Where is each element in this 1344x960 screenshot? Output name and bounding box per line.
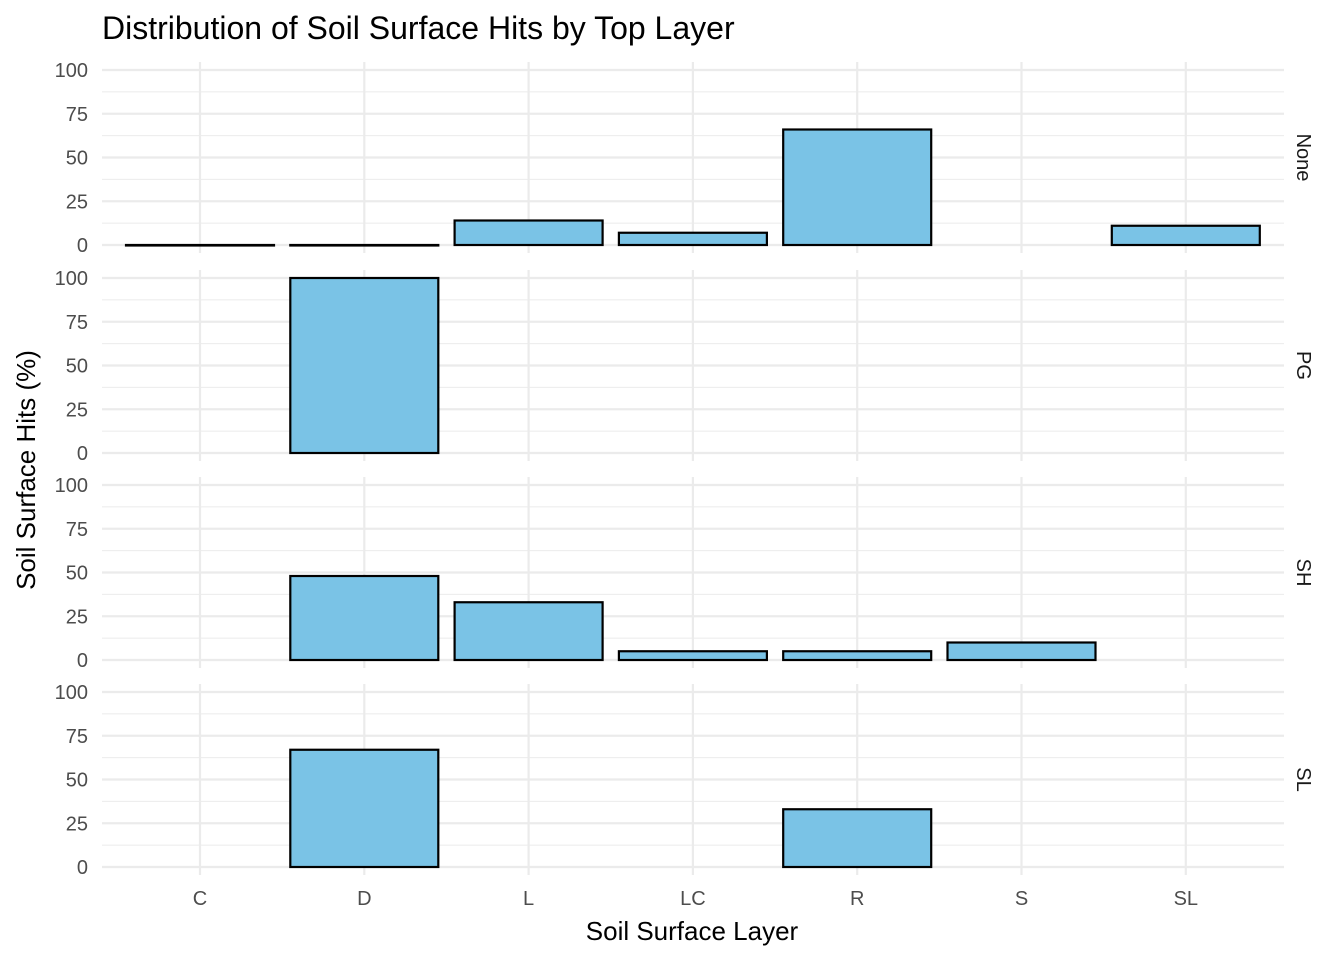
facet-strip-label: None [1292, 134, 1314, 182]
bar-sh-s [946, 641, 1097, 662]
x-tick-label: C [193, 888, 207, 910]
bar-none-l [453, 219, 604, 247]
y-tick-label: 75 [66, 519, 88, 541]
y-tick-label: 100 [55, 60, 88, 82]
facet-panel-none: 0 25 50 75 100 None [55, 60, 1314, 257]
y-tick-label: 0 [77, 650, 88, 672]
bar-none-d [289, 243, 440, 247]
chart-panels: 0 25 50 75 100 None 0 25 50 75 100 PG 0 25 50 75 100 SH 0 2… [55, 60, 1314, 879]
x-tick-label: SL [1174, 888, 1198, 910]
y-tick-label: 0 [77, 857, 88, 879]
facet-panel-sh: 0 25 50 75 100 SH [55, 475, 1314, 672]
x-axis-ticks: C D L LC R S SL [193, 888, 1198, 910]
y-axis-title: Soil Surface Hits (%) [11, 350, 41, 590]
x-tick-label: L [523, 888, 534, 910]
y-tick-label: 25 [66, 399, 88, 421]
y-tick-label: 0 [77, 235, 88, 257]
facet-strip-label: SL [1292, 767, 1314, 791]
x-tick-label: D [357, 888, 371, 910]
y-tick-label: 0 [77, 443, 88, 465]
y-tick-label: 25 [66, 606, 88, 628]
bar-sh-lc [617, 650, 769, 662]
facet-panel-pg: 0 25 50 75 100 PG [55, 268, 1314, 465]
x-tick-label: LC [680, 888, 706, 910]
y-tick-label: 50 [66, 356, 88, 378]
bar-none-lc [617, 231, 769, 247]
bar-sh-d [289, 574, 440, 662]
facet-strip-label: PG [1292, 351, 1314, 380]
bar-sh-r [782, 650, 933, 662]
y-tick-label: 25 [66, 191, 88, 213]
bar-sl-r [782, 808, 933, 869]
bar-sl-d [289, 748, 440, 869]
chart-title: Distribution of Soil Surface Hits by Top… [102, 10, 735, 46]
x-axis-title: Soil Surface Layer [586, 916, 799, 946]
facet-panel-sl: 0 25 50 75 100 SL [55, 682, 1314, 879]
x-tick-label: R [850, 888, 864, 910]
y-tick-label: 100 [55, 682, 88, 704]
bar-pg-d [289, 276, 440, 455]
y-tick-label: 75 [66, 104, 88, 126]
y-tick-label: 50 [66, 770, 88, 792]
bar-none-sl [1110, 224, 1261, 247]
y-tick-label: 25 [66, 813, 88, 835]
x-tick-label: S [1015, 888, 1028, 910]
y-tick-label: 100 [55, 475, 88, 497]
bar-none-r [782, 128, 933, 247]
y-tick-label: 50 [66, 148, 88, 170]
y-tick-label: 75 [66, 726, 88, 748]
bar-sh-l [453, 601, 604, 662]
y-tick-label: 75 [66, 312, 88, 334]
facet-strip-label: SH [1292, 559, 1314, 587]
y-tick-label: 50 [66, 563, 88, 585]
y-tick-label: 100 [55, 268, 88, 290]
bar-none-c [124, 243, 276, 247]
